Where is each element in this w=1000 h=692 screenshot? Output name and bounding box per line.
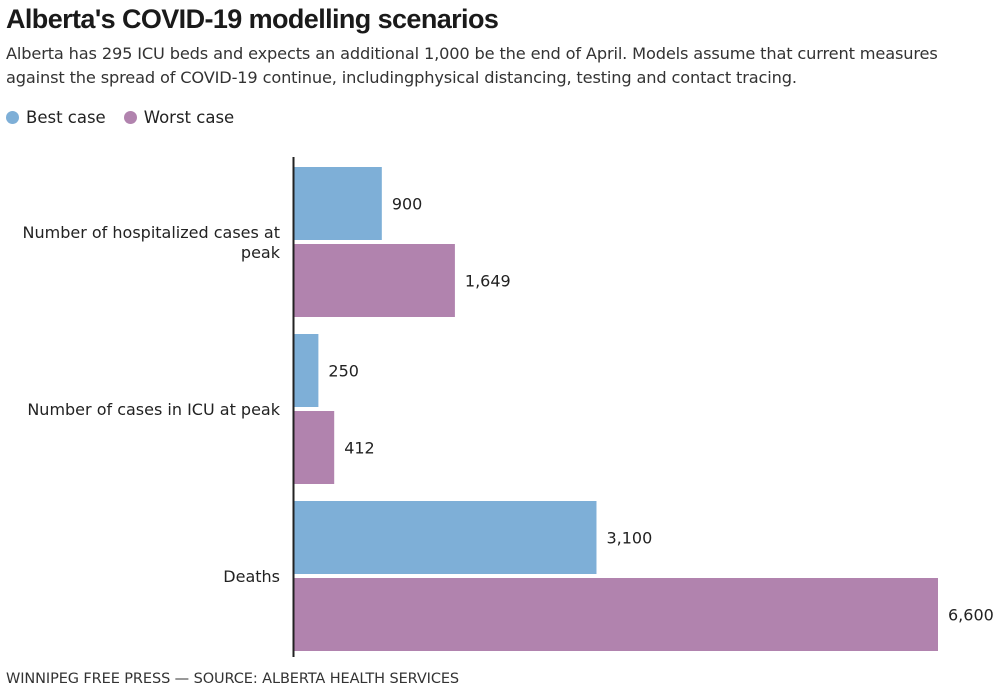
chart-subtitle: Alberta has 295 ICU beds and expects an … [6,44,938,87]
legend-item-worst-case: Worst case [123,108,235,127]
value-label-best-case-0: 900 [392,195,423,214]
bar-best-case-2 [294,501,597,574]
legend-item-best-case: Best case [6,108,106,127]
bar-worst-case-2 [294,578,938,651]
category-label-0: Number of hospitalized cases at peak [23,223,281,262]
legend-label-best-case: Best case [26,108,106,127]
value-label-best-case-2: 3,100 [606,529,652,548]
chart-title: Alberta's COVID-19 modelling scenarios [6,4,499,34]
bar-worst-case-1 [294,411,335,484]
legend-swatch-worst-case [123,111,137,124]
category-label-2: Deaths [223,567,280,586]
source-credit: WINNIPEG FREE PRESS — SOURCE: ALBERTA HE… [6,671,460,687]
value-label-worst-case-1: 412 [344,439,375,458]
bar-best-case-0 [294,167,382,240]
bar-best-case-1 [294,334,319,407]
legend-swatch-best-case [6,111,19,124]
value-label-worst-case-2: 6,600 [948,606,994,625]
legend-label-worst-case: Worst case [143,108,235,127]
value-label-best-case-1: 250 [328,362,359,381]
bar-worst-case-0 [294,244,455,317]
value-label-worst-case-0: 1,649 [465,272,511,291]
category-label-1: Number of cases in ICU at peak [27,400,280,419]
legend: Best case Worst case [6,108,252,127]
